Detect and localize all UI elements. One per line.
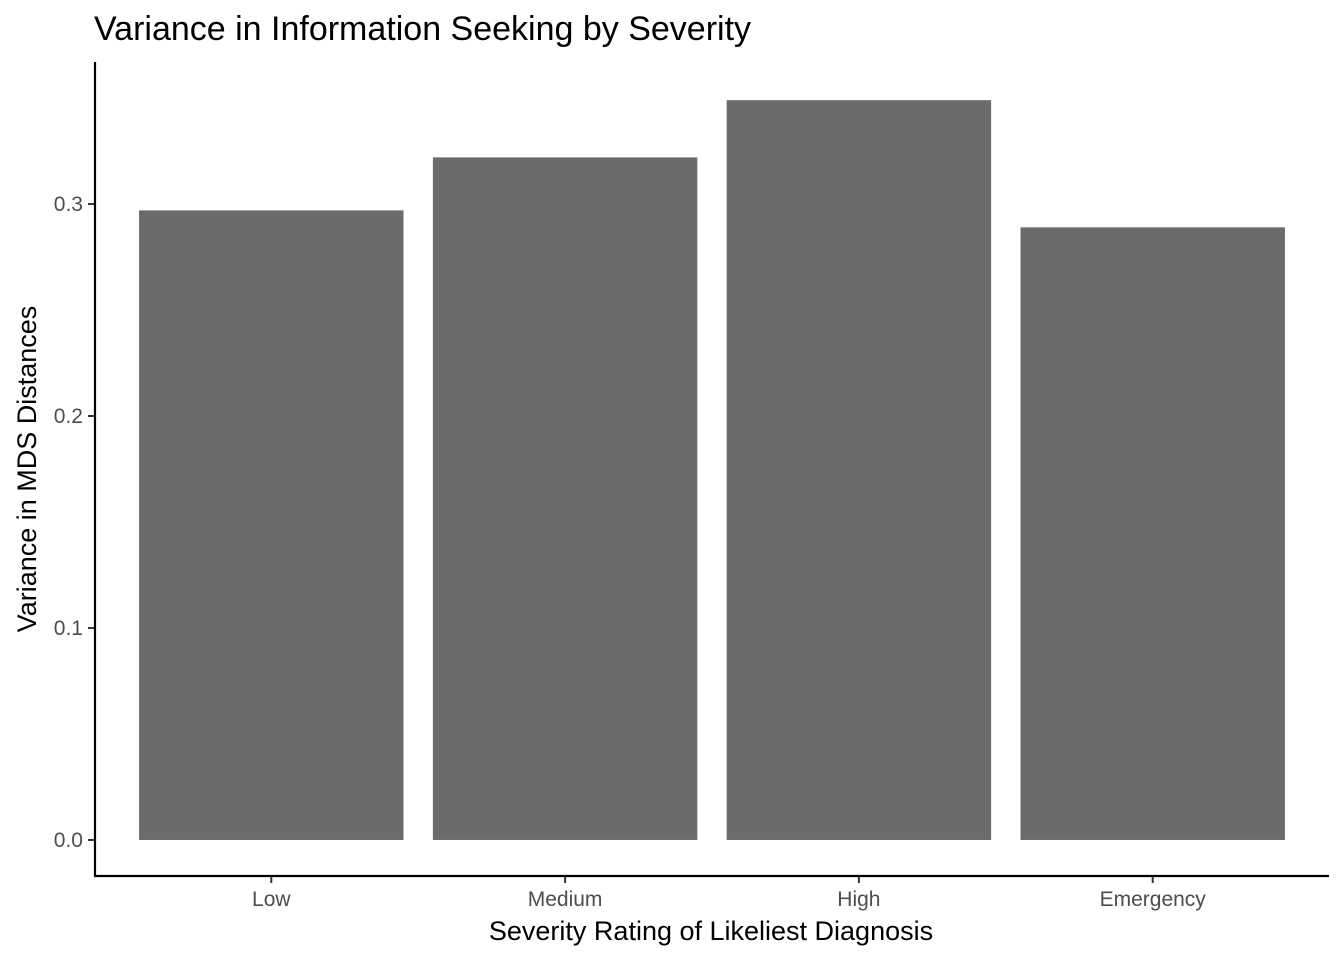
bar-medium — [432, 157, 698, 840]
y-tick-label: 0.3 — [54, 193, 83, 216]
y-axis-ticks: 0.0 0.1 0.2 0.3 — [54, 193, 95, 852]
y-tick-label: 0.1 — [54, 617, 83, 640]
y-tick-label: 0.0 — [54, 829, 83, 852]
x-tick-label: Medium — [528, 888, 603, 911]
x-tick-label: Emergency — [1100, 888, 1207, 911]
bar-high — [726, 100, 992, 840]
x-tick-label: Low — [252, 888, 291, 911]
x-axis-ticks: Low Medium High Emergency — [252, 876, 1206, 911]
y-tick-label: 0.2 — [54, 405, 83, 428]
chart-title: Variance in Information Seeking by Sever… — [94, 10, 751, 48]
x-tick-label: High — [837, 888, 880, 911]
bar-emergency — [1020, 227, 1285, 840]
y-axis-title: Variance in MDS Distances — [12, 306, 42, 633]
x-axis-title: Severity Rating of Likeliest Diagnosis — [489, 916, 933, 946]
bars-layer — [139, 100, 1285, 840]
bar-low — [139, 210, 404, 840]
